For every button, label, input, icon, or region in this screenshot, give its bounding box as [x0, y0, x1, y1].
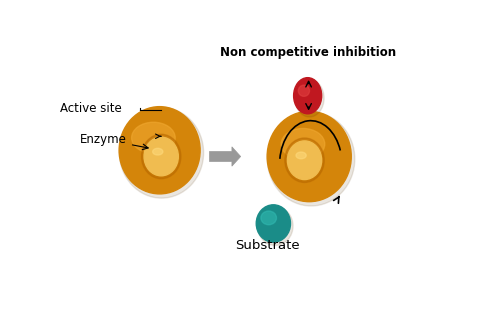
Text: Active site: Active site — [60, 102, 122, 115]
Ellipse shape — [144, 137, 178, 176]
Text: Non competitive inhibition: Non competitive inhibition — [220, 46, 396, 59]
Ellipse shape — [258, 207, 293, 245]
Ellipse shape — [256, 205, 290, 242]
Ellipse shape — [288, 141, 322, 180]
FancyArrow shape — [210, 147, 240, 166]
Ellipse shape — [281, 128, 325, 160]
Ellipse shape — [119, 107, 200, 194]
Ellipse shape — [298, 85, 310, 96]
Text: Enzyme: Enzyme — [80, 133, 148, 150]
Ellipse shape — [132, 122, 175, 153]
Ellipse shape — [268, 112, 355, 206]
Text: Substrate: Substrate — [235, 239, 300, 252]
Ellipse shape — [294, 78, 322, 114]
Ellipse shape — [142, 134, 181, 179]
Ellipse shape — [295, 80, 324, 117]
Ellipse shape — [261, 211, 276, 225]
Ellipse shape — [152, 148, 163, 155]
Ellipse shape — [120, 107, 204, 198]
Ellipse shape — [285, 138, 324, 182]
Ellipse shape — [267, 111, 351, 202]
Ellipse shape — [296, 152, 306, 159]
